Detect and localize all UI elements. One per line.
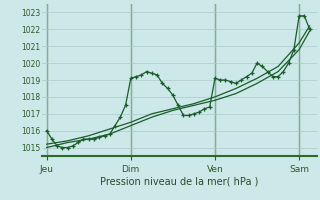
X-axis label: Pression niveau de la mer( hPa ): Pression niveau de la mer( hPa ) <box>100 177 258 187</box>
